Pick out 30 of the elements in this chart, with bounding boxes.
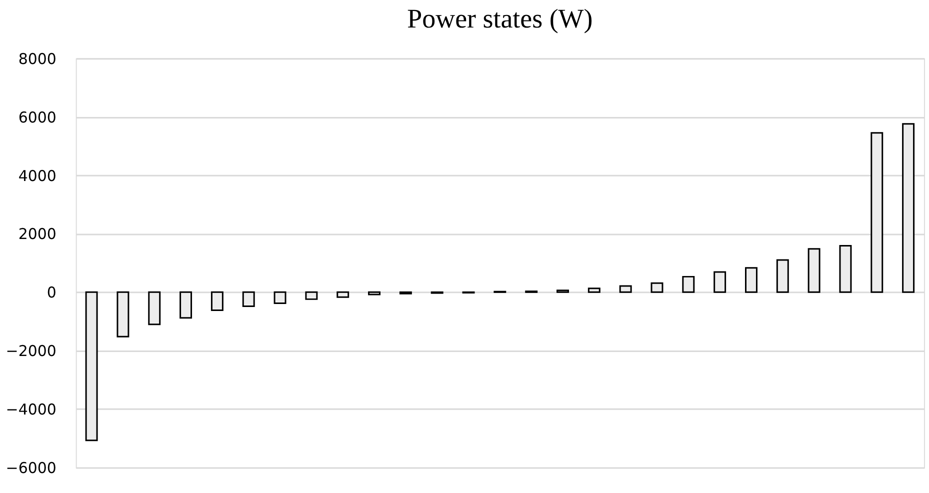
y-tick-label: 0	[46, 284, 56, 302]
bar	[148, 291, 161, 326]
bar	[839, 244, 852, 293]
bar	[336, 291, 350, 298]
bar	[808, 248, 820, 293]
bar	[744, 267, 758, 293]
bar	[368, 291, 381, 296]
bar	[902, 123, 915, 293]
bar	[85, 291, 98, 442]
bar	[242, 291, 255, 307]
y-tick-label: 4000	[18, 166, 56, 185]
y-tick-label: 2000	[18, 225, 56, 244]
bar	[588, 288, 600, 293]
bar	[714, 271, 726, 293]
bar	[116, 291, 130, 338]
bar	[650, 282, 664, 293]
bar	[619, 285, 632, 293]
y-tick-label: −6000	[6, 459, 56, 477]
y-tick-label: 8000	[18, 50, 56, 68]
bar	[870, 132, 884, 293]
chart-title: Power states (W)	[407, 3, 593, 34]
bar	[776, 259, 789, 293]
bar	[180, 291, 192, 319]
y-tick-label: −4000	[6, 400, 56, 419]
y-tick-label: 6000	[18, 108, 56, 126]
bar	[305, 291, 318, 300]
y-tick-label: −2000	[6, 342, 56, 360]
bar	[274, 291, 286, 304]
bar	[682, 276, 695, 293]
bar	[210, 291, 224, 312]
